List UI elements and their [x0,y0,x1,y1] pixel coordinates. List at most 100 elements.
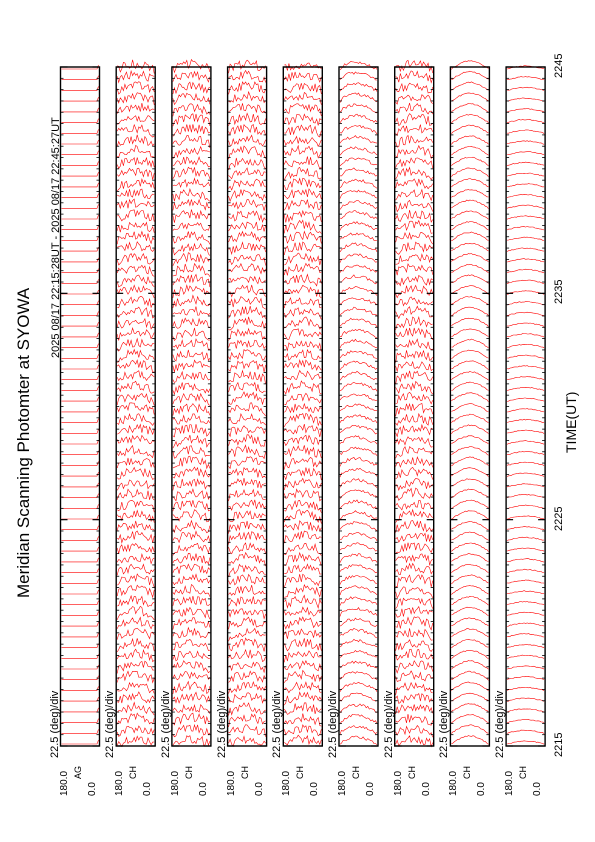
series-4-trace [228,648,266,662]
series-9-trace [507,343,545,349]
series-4-trace [228,713,266,728]
series-3-trace [172,595,211,606]
series-2-trace [117,188,155,200]
series-7-trace [395,284,433,299]
series-4-trace [228,284,266,298]
series-8-trace [451,595,489,606]
series-2-trace [117,115,155,125]
series-3-trace [172,434,211,449]
series-8-trace [451,349,489,360]
series-2-trace [116,123,155,138]
panel-2-channel-label: CH [128,766,139,779]
series-1-trace [61,471,99,477]
series-3-trace [172,563,211,575]
series-7-trace [395,586,433,599]
series-1-trace [61,696,99,702]
series-1-trace [61,664,99,670]
series-9-trace [507,376,545,381]
panel-9-scale-label: 22.5 (deg)/div [494,690,507,758]
series-8-trace [451,531,489,541]
series-8-trace [451,371,489,381]
panel-1-y-tick-top: 180.0 [58,770,70,796]
panel-2-y-tick-bottom: 0.0 [142,782,154,796]
series-1-trace [61,600,99,606]
panel-4-scale-label: 22.5 (deg)/div [215,690,228,758]
series-3-trace [172,81,211,95]
series-9-trace [507,408,545,413]
series-1-trace [61,386,99,391]
series-8-trace [451,617,489,627]
series-3-trace [172,723,211,738]
panel-7-y-tick-bottom: 0.0 [420,782,432,796]
series-4-trace [228,221,266,232]
series-7-trace [395,605,433,618]
panel-5-scale-label: 22.5 (deg)/div [271,690,284,758]
series-6-trace [339,264,378,273]
series-7-trace [395,178,433,190]
series-5-trace [284,316,322,330]
series-8-trace [451,156,489,166]
series-4-trace [228,59,266,74]
series-1-trace [61,343,99,348]
series-2-trace [116,327,155,341]
series-4-trace [228,296,266,310]
x-tick-label-2245: 2245 [553,53,566,78]
series-1-trace [61,525,99,531]
series-8-trace [451,424,489,434]
series-4-trace [228,724,266,737]
series-9-trace [507,140,545,145]
series-6-trace [339,253,378,263]
series-7-trace [395,188,433,202]
series-4-trace [228,241,266,256]
series-8-trace [451,467,489,477]
series-3-trace [172,530,211,544]
series-6-trace [339,660,378,669]
series-2-trace [116,380,155,394]
x-tick-label-2215: 2215 [553,732,566,757]
series-7-trace [395,423,433,438]
series-9-trace [507,418,545,423]
series-6-trace [339,681,378,692]
panel-9-y-tick-bottom: 0.0 [532,782,544,796]
series-6-trace [339,60,378,71]
series-8-trace [451,264,489,273]
series-9-trace [506,665,545,670]
series-8-trace [451,124,489,134]
series-3-trace [172,392,211,406]
series-2-trace [117,594,155,607]
panel-8-y-tick-top: 180.0 [448,770,460,796]
series-4-trace [228,551,266,567]
series-3-trace [172,187,211,202]
series-2-trace [116,725,155,737]
series-4-trace [228,69,266,83]
series-6-trace [339,414,378,424]
series-5-trace [284,542,322,556]
series-3-trace [172,735,211,747]
series-5-trace [284,734,322,746]
series-3-traces [172,58,211,747]
series-2-trace [117,359,155,374]
series-1-trace [61,171,99,177]
series-8-trace [451,114,489,124]
panel-6-channel-label: CH [351,766,361,779]
series-8-trace [451,189,489,198]
series-9-trace [507,740,545,745]
series-8-trace [451,296,489,306]
series-2-trace [116,434,155,445]
panel-4-channel-label: CH [239,766,250,779]
series-4-trace [228,262,266,275]
series-6-trace [339,617,378,627]
series-7-trace [395,639,433,652]
series-2-trace [116,509,155,523]
series-8-trace [451,714,489,724]
series-1-trace [61,118,99,123]
series-4-trace [228,702,266,716]
series-5-trace [284,402,322,414]
series-4-trace [228,488,266,502]
series-6-trace [339,350,378,359]
series-1-trace [61,718,99,723]
series-4-trace [228,499,266,511]
series-9-trace [507,322,545,327]
series-5-trace [284,348,322,361]
series-5-trace [284,124,322,138]
